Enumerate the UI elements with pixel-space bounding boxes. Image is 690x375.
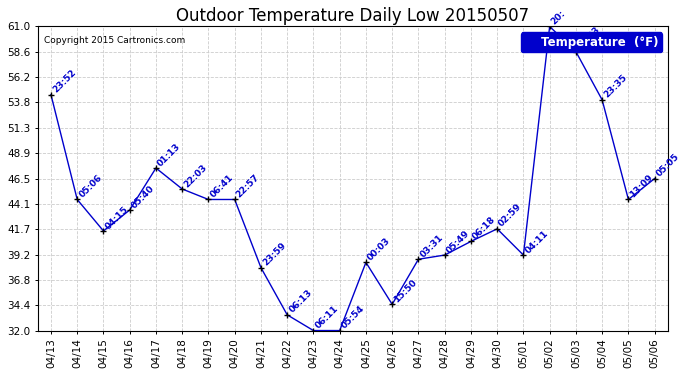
- Text: 06:18: 06:18: [471, 215, 497, 242]
- Text: 06:13: 06:13: [287, 288, 314, 315]
- Text: Copyright 2015 Cartronics.com: Copyright 2015 Cartronics.com: [44, 36, 186, 45]
- Text: 05:54: 05:54: [339, 304, 366, 330]
- Text: 00:03: 00:03: [366, 236, 392, 262]
- Text: 04:11: 04:11: [524, 228, 550, 255]
- Text: 05:49: 05:49: [444, 228, 471, 255]
- Text: 20:: 20:: [550, 9, 567, 27]
- Text: 23:52: 23:52: [51, 68, 77, 94]
- Text: 23:59: 23:59: [261, 241, 288, 268]
- Text: 06:41: 06:41: [208, 173, 235, 200]
- Text: 22:03: 22:03: [182, 162, 208, 189]
- Text: 05:06: 05:06: [77, 173, 104, 200]
- Text: 06:11: 06:11: [313, 304, 340, 330]
- Text: 23:35: 23:35: [602, 73, 629, 100]
- Title: Outdoor Temperature Daily Low 20150507: Outdoor Temperature Daily Low 20150507: [176, 7, 529, 25]
- Text: 01:13: 01:13: [156, 141, 182, 168]
- Text: 05:03: 05:03: [576, 25, 602, 52]
- Text: 04:15: 04:15: [104, 204, 130, 231]
- Text: 13:09: 13:09: [629, 173, 655, 200]
- Text: 22:57: 22:57: [235, 173, 262, 200]
- Legend: Temperature  (°F): Temperature (°F): [521, 32, 662, 53]
- Text: 05:05: 05:05: [655, 152, 681, 178]
- Text: 02:59: 02:59: [497, 202, 524, 229]
- Text: 03:31: 03:31: [418, 233, 445, 259]
- Text: 05:40: 05:40: [130, 183, 156, 210]
- Text: 15:50: 15:50: [392, 278, 419, 304]
